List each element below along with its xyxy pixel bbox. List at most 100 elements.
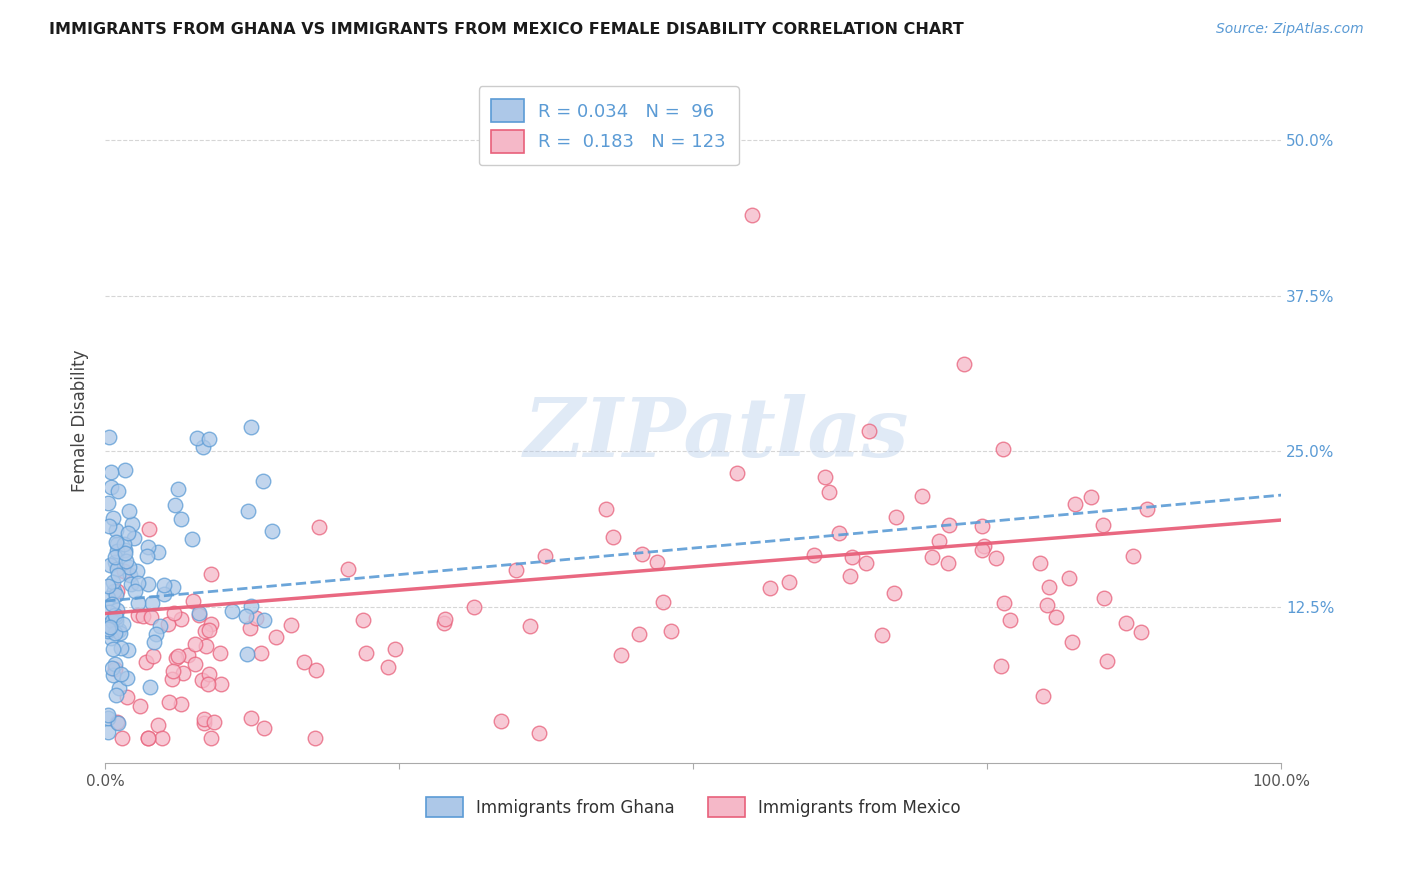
- Point: [104, 549, 127, 564]
- Point: [1032, 690, 1054, 704]
- Point: [104, 607, 127, 622]
- Point: [105, 544, 128, 558]
- Point: [252, 475, 274, 489]
- Point: [157, 616, 180, 631]
- Point: [128, 595, 150, 609]
- Point: [117, 642, 139, 657]
- Point: [136, 731, 159, 746]
- Point: [1062, 635, 1084, 649]
- Point: [1035, 598, 1057, 612]
- Point: [188, 606, 211, 620]
- Point: [973, 539, 995, 553]
- Point: [97, 579, 120, 593]
- Point: [103, 584, 125, 599]
- Point: [162, 580, 184, 594]
- Point: [97, 496, 120, 510]
- Point: [181, 532, 204, 546]
- Point: [114, 542, 136, 557]
- Point: [235, 609, 257, 624]
- Point: [107, 536, 129, 550]
- Point: [519, 619, 541, 633]
- Point: [132, 609, 155, 624]
- Point: [883, 586, 905, 600]
- Point: [167, 648, 190, 663]
- Point: [100, 465, 122, 479]
- Point: [135, 655, 157, 669]
- Point: [165, 650, 187, 665]
- Point: [245, 611, 267, 625]
- Point: [124, 583, 146, 598]
- Point: [170, 612, 193, 626]
- Point: [111, 616, 134, 631]
- Point: [153, 578, 176, 592]
- Point: [305, 664, 328, 678]
- Point: [186, 431, 208, 445]
- Point: [105, 562, 128, 576]
- Point: [659, 624, 682, 638]
- Point: [337, 562, 360, 576]
- Point: [253, 613, 276, 627]
- Point: [100, 479, 122, 493]
- Point: [433, 615, 456, 630]
- Point: [138, 522, 160, 536]
- Point: [101, 614, 124, 628]
- Point: [1045, 610, 1067, 624]
- Point: [187, 607, 209, 622]
- Point: [818, 485, 841, 500]
- Point: [118, 568, 141, 582]
- Point: [111, 731, 134, 746]
- Point: [150, 731, 173, 746]
- Point: [118, 559, 141, 574]
- Point: [489, 714, 512, 729]
- Point: [505, 563, 527, 577]
- Point: [991, 442, 1014, 456]
- Point: [1000, 613, 1022, 627]
- Point: [936, 557, 959, 571]
- Point: [984, 550, 1007, 565]
- Point: [953, 357, 976, 371]
- Point: [433, 612, 456, 626]
- Point: [308, 520, 330, 534]
- Point: [163, 606, 186, 620]
- Point: [628, 626, 651, 640]
- Point: [208, 646, 231, 660]
- Point: [127, 575, 149, 590]
- Point: [595, 502, 617, 516]
- Point: [610, 648, 633, 663]
- Point: [202, 715, 225, 730]
- Point: [117, 525, 139, 540]
- Point: [838, 569, 860, 583]
- Point: [778, 574, 800, 589]
- Point: [143, 635, 166, 649]
- Point: [377, 660, 399, 674]
- Point: [107, 567, 129, 582]
- Point: [104, 657, 127, 672]
- Point: [104, 625, 127, 640]
- Point: [304, 731, 326, 746]
- Point: [170, 511, 193, 525]
- Point: [127, 608, 149, 623]
- Point: [193, 716, 215, 731]
- Point: [253, 721, 276, 735]
- Point: [118, 504, 141, 518]
- Point: [990, 658, 1012, 673]
- Point: [136, 731, 159, 746]
- Point: [105, 688, 128, 702]
- Point: [105, 714, 128, 729]
- Point: [141, 596, 163, 610]
- Point: [236, 504, 259, 518]
- Point: [97, 591, 120, 605]
- Point: [250, 647, 273, 661]
- Point: [993, 596, 1015, 610]
- Point: [239, 419, 262, 434]
- Point: [112, 537, 135, 551]
- Point: [163, 499, 186, 513]
- Point: [200, 567, 222, 582]
- Point: [828, 526, 851, 541]
- Point: [221, 604, 243, 618]
- Point: [107, 603, 129, 617]
- Text: Source: ZipAtlas.com: Source: ZipAtlas.com: [1216, 22, 1364, 37]
- Point: [262, 524, 284, 538]
- Point: [1136, 502, 1159, 516]
- Point: [651, 595, 673, 609]
